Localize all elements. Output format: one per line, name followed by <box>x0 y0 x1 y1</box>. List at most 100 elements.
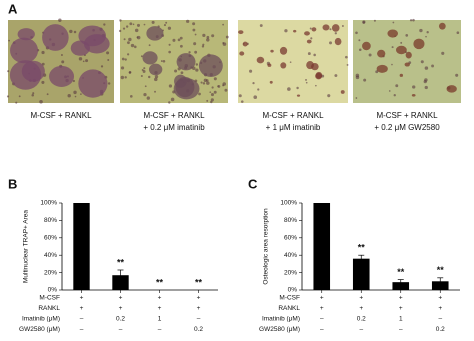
cell-dot <box>130 43 135 48</box>
cell-dot <box>107 82 111 85</box>
condition-cell: + <box>158 295 162 302</box>
cell-dot <box>455 73 459 77</box>
y-tick-label: 40% <box>44 252 57 259</box>
condition-cell: – <box>158 326 162 333</box>
cell <box>405 51 412 59</box>
cell-dot <box>67 93 71 98</box>
cell <box>315 72 323 80</box>
cell-dot <box>179 36 183 40</box>
significance: ** <box>195 277 203 287</box>
cell-dot <box>167 26 172 30</box>
cell-dot <box>8 39 10 42</box>
bar <box>112 275 129 290</box>
cell-dot <box>165 21 168 24</box>
micrograph <box>238 20 348 103</box>
condition-name: RANKL <box>278 305 300 312</box>
cell <box>395 45 407 55</box>
cell <box>306 39 312 44</box>
condition-cell: – <box>80 316 84 323</box>
condition-cell: – <box>80 326 84 333</box>
cell-dot <box>41 62 45 66</box>
condition-cell: 0.2 <box>116 316 125 323</box>
cell-dot <box>69 29 73 34</box>
cell-dot <box>41 50 45 55</box>
cell-dot <box>130 95 133 98</box>
cell-dot <box>257 88 260 91</box>
condition-cell: 1 <box>158 316 162 323</box>
condition-name: GW2580 (μM) <box>19 326 60 333</box>
cell-dot <box>412 85 416 89</box>
cell-dot <box>168 50 171 54</box>
cell-dot <box>420 60 424 64</box>
cell-dot <box>424 85 428 90</box>
cell-dot <box>194 50 198 54</box>
cell <box>198 54 223 78</box>
bar <box>352 258 370 290</box>
cell-dot <box>423 79 427 84</box>
cell-dot <box>15 101 18 104</box>
condition-name: RANKL <box>38 305 60 312</box>
cell <box>270 49 274 53</box>
cell <box>239 51 245 56</box>
cell-dot <box>202 82 206 85</box>
cell-dot <box>143 67 146 70</box>
cell <box>49 65 75 87</box>
cell <box>78 69 108 98</box>
cell-dot <box>209 91 212 94</box>
cell-dot <box>120 75 125 80</box>
bar <box>392 282 410 290</box>
panel-label: B <box>8 176 17 191</box>
cell-dot <box>358 39 361 42</box>
condition-cell: – <box>438 316 442 323</box>
cell <box>334 37 342 46</box>
cell-dot <box>355 31 358 35</box>
cell-dot <box>140 74 143 78</box>
cell-dot <box>41 80 45 84</box>
cell-dot <box>58 18 62 22</box>
cell-dot <box>154 90 156 93</box>
cell <box>10 37 39 64</box>
cell-dot <box>206 81 210 85</box>
cell-dot <box>195 63 199 66</box>
cell-dot <box>198 92 201 96</box>
cell-dot <box>132 23 135 26</box>
condition-name: M-CSF <box>279 295 300 302</box>
caption: M-CSF + RANKL <box>30 111 92 120</box>
cell-dot <box>119 19 122 22</box>
condition-cell: 0.2 <box>194 326 203 333</box>
cell <box>331 24 340 32</box>
cell <box>387 29 398 38</box>
significance: ** <box>358 243 366 253</box>
cell-dot <box>375 70 379 74</box>
cell <box>296 94 301 97</box>
cell-dot <box>210 93 214 97</box>
cell-dot <box>222 82 227 86</box>
cell <box>280 62 287 69</box>
cell <box>404 62 410 67</box>
cell-dot <box>238 94 242 98</box>
cell-dot <box>80 93 82 95</box>
cell <box>293 29 297 33</box>
cell-dot <box>222 23 224 26</box>
cell-dot <box>146 96 150 100</box>
cell-dot <box>107 59 110 61</box>
cell-dot <box>315 84 317 87</box>
cell <box>148 63 163 76</box>
cell <box>176 53 196 71</box>
error-bar <box>358 254 365 263</box>
cell-dot <box>391 63 393 66</box>
cell-dot <box>128 71 132 74</box>
y-tick-label: 0% <box>48 287 58 294</box>
cell-dot <box>296 86 299 90</box>
cell-dot <box>129 22 133 26</box>
cell-dot <box>103 23 106 26</box>
cell-dot <box>224 88 228 92</box>
condition-name: Imatinib (μM) <box>22 316 60 323</box>
condition-cell: + <box>399 305 403 312</box>
cell-dot <box>39 100 43 104</box>
condition-cell: – <box>359 326 363 333</box>
cell-dot <box>206 38 210 42</box>
cell-dot <box>368 53 372 57</box>
y-tick-label: 100% <box>40 200 57 207</box>
cell-dot <box>170 97 175 102</box>
